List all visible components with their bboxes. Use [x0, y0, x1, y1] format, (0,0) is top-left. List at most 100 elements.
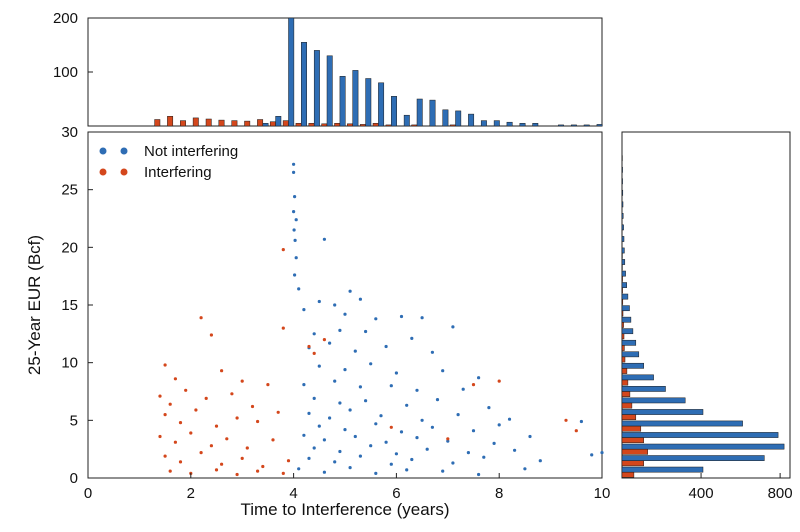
y-tick-label: 15 — [61, 297, 78, 314]
scatter-y-ticks: 0 5 10 15 20 25 30 — [61, 124, 93, 487]
point-interfering — [225, 437, 229, 441]
point-not-interfering — [302, 433, 306, 437]
point-not-interfering — [528, 434, 532, 439]
point-interfering — [256, 419, 260, 424]
point-interfering — [209, 444, 213, 448]
right-bar-interfering — [621, 275, 623, 282]
top-bar-not-interfering — [416, 98, 423, 127]
point-interfering — [271, 438, 275, 442]
point-interfering — [214, 424, 219, 428]
point-interfering — [276, 410, 280, 414]
point-not-interfering — [322, 237, 326, 241]
top-bar-not-interfering — [352, 70, 359, 127]
top-bar-interfering — [321, 123, 328, 127]
point-not-interfering — [441, 469, 445, 473]
point-not-interfering — [523, 467, 527, 471]
point-not-interfering — [358, 454, 362, 458]
right-bar-not-interfering — [621, 339, 637, 346]
point-not-interfering — [369, 444, 373, 448]
legend-marker-not-interfering — [99, 147, 107, 155]
point-not-interfering — [302, 308, 306, 312]
point-interfering — [178, 460, 183, 464]
right-bar-not-interfering — [621, 270, 626, 277]
point-not-interfering — [317, 424, 321, 428]
point-interfering — [240, 456, 244, 460]
point-not-interfering — [307, 456, 311, 460]
right-bar-not-interfering — [621, 455, 765, 461]
right-bar-interfering — [621, 345, 625, 351]
top-bar-not-interfering — [262, 123, 269, 127]
point-not-interfering — [513, 448, 517, 452]
right-bar-not-interfering — [621, 236, 625, 242]
top-bar-not-interfering — [506, 121, 513, 127]
point-not-interfering — [348, 466, 352, 470]
point-not-interfering — [461, 387, 465, 391]
right-bar-not-interfering — [621, 420, 743, 427]
right-histogram-frame — [621, 131, 791, 479]
point-not-interfering — [456, 413, 460, 417]
right-bar-not-interfering — [621, 316, 632, 323]
right-bar-not-interfering — [621, 397, 686, 404]
point-not-interfering — [477, 472, 481, 477]
top-bar-not-interfering — [365, 78, 372, 127]
point-interfering — [312, 351, 316, 355]
right-bar-interfering — [621, 310, 624, 317]
point-not-interfering — [410, 336, 414, 340]
top-bar-interfering — [154, 119, 161, 127]
point-not-interfering — [293, 195, 297, 199]
point-interfering — [189, 431, 193, 435]
right-bar-interfering — [621, 298, 624, 305]
top-bar-interfering — [180, 120, 186, 127]
point-not-interfering — [590, 453, 594, 457]
top-bar-not-interfering — [596, 124, 603, 127]
point-interfering — [204, 396, 208, 400]
point-interfering — [497, 379, 501, 383]
point-not-interfering — [353, 349, 357, 353]
right-bar-not-interfering — [621, 201, 624, 208]
point-not-interfering — [307, 411, 311, 415]
right-bar-not-interfering — [621, 432, 779, 438]
right-bar-interfering — [621, 437, 644, 444]
point-not-interfering — [374, 317, 378, 321]
point-not-interfering — [292, 162, 296, 166]
point-not-interfering — [466, 451, 470, 455]
right-bar-not-interfering — [621, 443, 785, 450]
point-not-interfering — [292, 228, 296, 232]
right-bar-interfering — [621, 322, 624, 328]
top-bar-interfering — [334, 123, 341, 127]
top-bar-not-interfering — [391, 96, 397, 127]
point-interfering — [168, 402, 172, 406]
right-bar-interfering — [621, 379, 629, 386]
point-interfering — [471, 383, 476, 387]
right-bar-not-interfering — [621, 466, 704, 473]
right-bar-not-interfering — [621, 362, 644, 369]
point-not-interfering — [322, 438, 326, 442]
point-not-interfering — [482, 455, 486, 459]
top-bar-interfering — [257, 119, 264, 127]
point-not-interfering — [384, 344, 388, 349]
point-not-interfering — [328, 416, 332, 420]
top-bar-not-interfering — [493, 120, 500, 127]
point-not-interfering — [364, 399, 368, 403]
point-not-interfering — [297, 287, 301, 291]
right-bar-not-interfering — [621, 386, 666, 392]
top-bar-interfering — [308, 123, 315, 127]
legend-marker-interfering — [99, 168, 107, 176]
right-bar-interfering — [621, 391, 631, 397]
point-not-interfering — [405, 468, 409, 472]
point-not-interfering — [430, 350, 434, 354]
right-bar-not-interfering — [621, 213, 624, 219]
point-not-interfering — [294, 256, 298, 260]
right-bar-not-interfering — [621, 259, 626, 265]
point-interfering — [446, 437, 450, 441]
top-bar-not-interfering — [583, 124, 590, 127]
right-bar-not-interfering — [621, 374, 654, 381]
point-interfering — [261, 464, 265, 469]
point-not-interfering — [297, 467, 301, 471]
top-bar-not-interfering — [442, 109, 449, 127]
point-not-interfering — [369, 362, 373, 366]
top-bar-interfering — [449, 124, 456, 127]
right-bar-not-interfering — [621, 293, 629, 300]
point-interfering — [322, 338, 326, 342]
right-bar-interfering — [621, 333, 625, 340]
